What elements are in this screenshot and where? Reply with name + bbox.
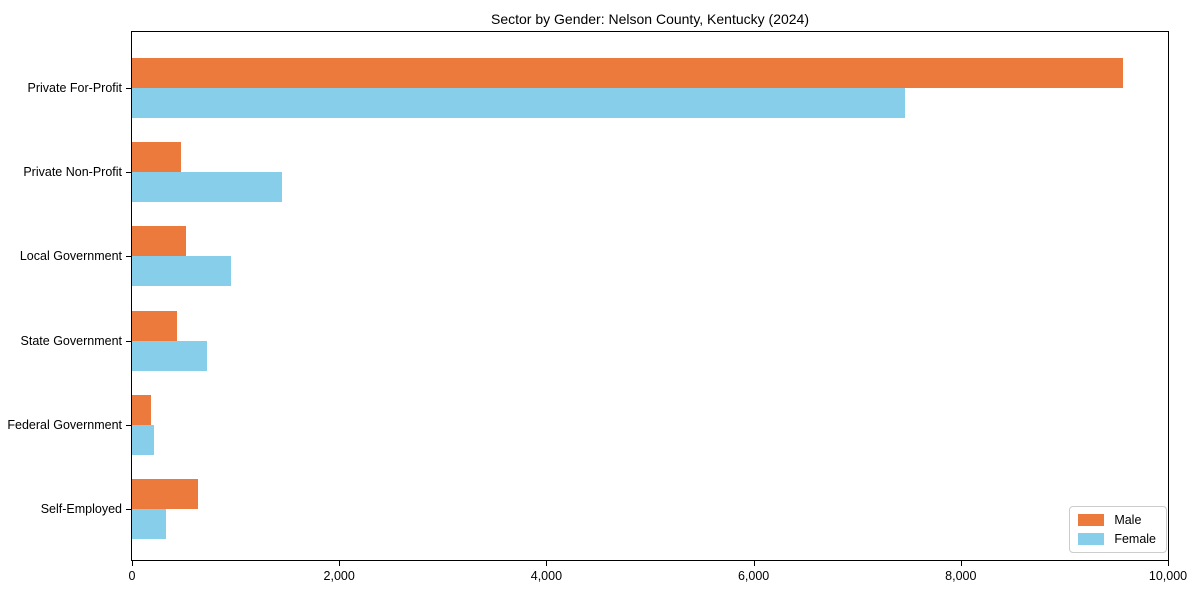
y-tick-private-for-profit <box>126 88 131 89</box>
x-tick-label-10000: 10,000 <box>1148 569 1188 583</box>
y-tick-label-federal-government: Federal Government <box>7 417 122 432</box>
x-tick-label-6000: 6,000 <box>737 569 770 583</box>
bar-male-state-government <box>132 310 177 341</box>
bar-male-self-employed <box>132 479 198 509</box>
x-tick-label-8000: 8,000 <box>945 569 977 583</box>
bar-female-private-for-profit <box>132 88 905 118</box>
x-tick-label-4000: 4,000 <box>530 569 563 583</box>
plot-area: Male Female <box>131 31 1169 561</box>
legend: Male Female <box>1069 506 1167 553</box>
bar-female-state-government <box>132 340 207 371</box>
y-tick-federal-government <box>126 424 131 426</box>
x-tick-0 <box>132 561 133 566</box>
y-tick-label-local-government: Local Government <box>19 249 122 264</box>
bar-female-local-government <box>132 256 231 287</box>
x-tick-4000 <box>546 561 548 566</box>
y-tick-self-employed <box>126 509 131 510</box>
bar-male-federal-government <box>132 394 151 425</box>
x-tick-8000 <box>960 561 962 566</box>
bar-male-private-non-profit <box>132 142 181 173</box>
legend-item-female: Female <box>1078 532 1156 546</box>
y-tick-label-state-government: State Government <box>20 333 122 348</box>
y-tick-label-private-for-profit: Private For-Profit <box>27 81 122 95</box>
bar-female-federal-government <box>132 424 154 455</box>
male-swatch <box>1078 514 1105 526</box>
female-swatch <box>1078 533 1105 545</box>
bar-male-local-government <box>132 226 186 257</box>
legend-label-female: Female <box>1114 532 1156 546</box>
bar-female-self-employed <box>132 509 166 539</box>
legend-item-male: Male <box>1078 513 1156 527</box>
x-tick-10000 <box>1168 561 1169 566</box>
legend-label-male: Male <box>1114 513 1142 527</box>
y-tick-local-government <box>126 256 131 258</box>
y-tick-label-self-employed: Self-Employed <box>40 502 122 516</box>
x-tick-6000 <box>753 561 755 566</box>
x-tick-label-2000: 2,000 <box>323 569 355 583</box>
x-tick-label-0: 0 <box>128 569 136 583</box>
y-tick-label-private-non-profit: Private Non-Profit <box>23 165 122 180</box>
bar-male-private-for-profit <box>132 58 1123 88</box>
chart-title: Sector by Gender: Nelson County, Kentuck… <box>490 11 809 27</box>
bar-female-private-non-profit <box>132 172 282 203</box>
y-tick-state-government <box>126 340 131 342</box>
y-tick-private-non-profit <box>126 172 131 174</box>
x-tick-2000 <box>339 561 341 566</box>
